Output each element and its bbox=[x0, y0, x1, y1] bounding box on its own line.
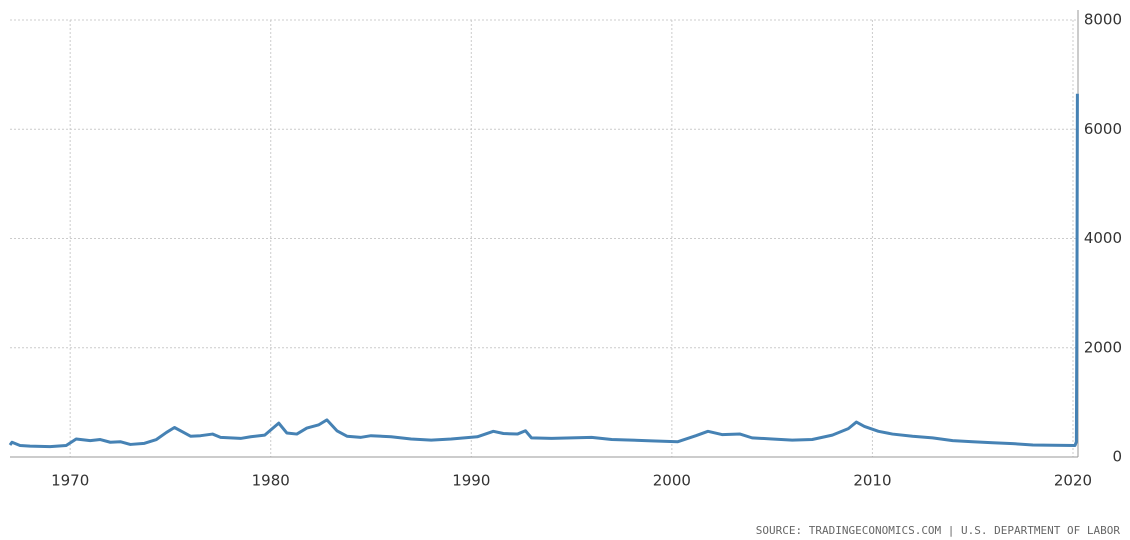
y-tick-label: 0 bbox=[1112, 448, 1122, 466]
x-tick-label: 2010 bbox=[853, 472, 891, 490]
x-tick-label: 1990 bbox=[452, 472, 490, 490]
x-tick-label: 1970 bbox=[51, 472, 89, 490]
y-tick-label: 6000 bbox=[1084, 120, 1122, 138]
x-tick-label: 2020 bbox=[1054, 472, 1092, 490]
y-tick-label: 4000 bbox=[1084, 229, 1122, 247]
y-tick-label: 2000 bbox=[1084, 338, 1122, 356]
x-tick-label: 2000 bbox=[653, 472, 691, 490]
line-series bbox=[8, 93, 1079, 449]
y-tick-label: 8000 bbox=[1084, 11, 1122, 29]
x-tick-label: 1980 bbox=[252, 472, 290, 490]
source-note: SOURCE: TRADINGECONOMICS.COM | U.S. DEPA… bbox=[756, 524, 1121, 537]
